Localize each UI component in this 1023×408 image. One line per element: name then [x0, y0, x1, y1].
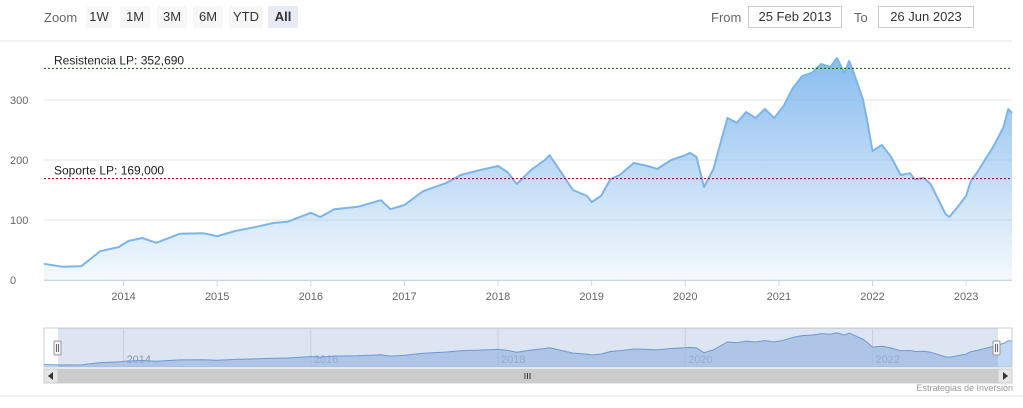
navigator-series-line	[43, 332, 1013, 366]
zoom-all-button[interactable]: All	[268, 6, 298, 28]
x-tick-label: 2021	[767, 291, 791, 303]
series-line	[43, 57, 1013, 268]
x-tick-label: 2019	[579, 291, 603, 303]
arrow-right-icon	[1003, 372, 1008, 380]
navigator-right-handle[interactable]	[992, 340, 1001, 356]
range-selector-toolbar: Zoom 1W 1M 3M 6M YTD All From 25 Feb 201…	[0, 0, 1023, 34]
annotation-label: Resistencia LP: 352,690	[54, 53, 184, 67]
annotation-label: Soporte LP: 169,000	[54, 164, 164, 178]
x-tick-label: 2015	[205, 291, 229, 303]
x-tick-label: 2022	[860, 291, 884, 303]
y-tick-label: 100	[10, 215, 28, 227]
from-label: From	[711, 10, 742, 25]
level-annotations: Resistencia LP: 352,690 Soporte LP: 169,0…	[44, 53, 1012, 180]
y-tick-label: 200	[10, 155, 28, 167]
navigator-selection	[58, 328, 998, 367]
arrow-left-icon	[48, 372, 53, 380]
series-area	[43, 57, 1013, 280]
navigator[interactable]: 20142016201820202022	[0, 327, 1023, 397]
x-axis: 2014 2015 2016 2017 2018 2019 2020 2021 2022 2023	[44, 280, 1012, 303]
series-area-fill	[44, 58, 1012, 280]
x-tick-label: 2020	[673, 291, 697, 303]
to-label: To	[854, 10, 868, 25]
y-tick-label: 0	[10, 275, 16, 287]
zoom-3m-button[interactable]: 3M	[157, 6, 187, 28]
zoom-1w-button[interactable]: 1W	[86, 6, 112, 28]
x-tick-label: 2023	[954, 291, 978, 303]
to-date-input[interactable]: 26 Jun 2023	[878, 6, 974, 28]
x-tick-label: 2018	[486, 291, 510, 303]
zoom-ytd-button[interactable]: YTD	[229, 6, 263, 28]
zoom-6m-button[interactable]: 6M	[193, 6, 223, 28]
x-tick-label: 2017	[392, 291, 416, 303]
x-tick-label: 2016	[299, 291, 323, 303]
navigator-left-handle[interactable]	[53, 340, 62, 356]
y-tick-label: 300	[10, 95, 28, 107]
from-date-input[interactable]: 25 Feb 2013	[748, 6, 842, 28]
zoom-1m-button[interactable]: 1M	[120, 6, 150, 28]
x-tick-label: 2014	[111, 291, 135, 303]
zoom-label: Zoom	[44, 10, 78, 25]
y-axis-labels: 0 100 200 300	[10, 95, 28, 287]
chart-credit: Estrategias de Inversión	[916, 383, 1013, 393]
